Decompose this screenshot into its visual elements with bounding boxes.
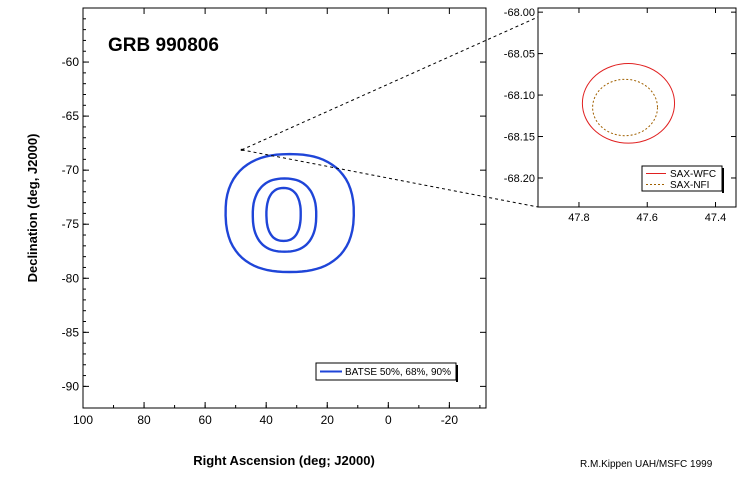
nfi-error-circle — [592, 78, 658, 137]
x-tick-label: 40 — [260, 413, 274, 427]
x-tick-label: 80 — [137, 413, 151, 427]
inset-legend: SAX-WFC SAX-NFI — [641, 165, 724, 193]
zoom-marker — [240, 148, 244, 151]
x-tick-label: 0 — [385, 413, 392, 427]
zoom-connectors — [240, 16, 539, 208]
y-tick-label: -80 — [62, 271, 80, 285]
y-tick-label: -65 — [62, 109, 80, 123]
inset-x-tick-label: 47.4 — [705, 212, 726, 224]
main-contours — [224, 152, 355, 274]
zoom-connector-top — [241, 16, 539, 151]
main-legend: BATSE 50%, 68%, 90% — [315, 362, 458, 382]
main-ticks: 100 80 60 40 20 0 -20 -60 -65 -70 -75 -80 -85 -90 — [62, 7, 486, 427]
contour-90pct — [224, 152, 355, 274]
main-legend-shadow — [456, 365, 458, 382]
inset-y-tick-label: -68.20 — [504, 173, 535, 185]
inset-plot: 47.8 47.6 47.4 -68.00 -68.05 -68.10 -68.15 -68.… — [504, 7, 737, 224]
inset-legend-shadow — [722, 168, 724, 193]
y-tick-label: -90 — [62, 379, 80, 393]
y-tick-label: -75 — [62, 217, 80, 231]
contour-68pct — [251, 177, 318, 253]
main-plot: 100 80 60 40 20 0 -20 -60 -65 -70 -75 -80 -85 -90 GRB… — [25, 7, 487, 468]
x-tick-label: 20 — [321, 413, 335, 427]
legend-label-batse: BATSE 50%, 68%, 90% — [345, 367, 451, 378]
zoom-connector-bottom — [241, 149, 539, 208]
contour-50pct — [265, 186, 302, 243]
credit-text: R.M.Kippen UAH/MSFC 1999 — [580, 459, 713, 470]
legend-label-nfi: SAX-NFI — [670, 180, 709, 191]
inset-y-tick-label: -68.00 — [504, 7, 535, 19]
y-tick-label: -85 — [62, 325, 80, 339]
inset-x-tick-label: 47.6 — [637, 212, 658, 224]
inset-ticks: 47.8 47.6 47.4 -68.00 -68.05 -68.10 -68.15 -68.… — [504, 7, 736, 224]
wfc-error-circle — [581, 63, 676, 144]
inset-contours — [581, 63, 676, 144]
x-axis-title: Right Ascension (deg; J2000) — [193, 453, 375, 468]
inset-y-tick-label: -68.10 — [504, 90, 535, 102]
legend-label-wfc: SAX-WFC — [670, 169, 716, 180]
y-tick-label: -70 — [62, 163, 80, 177]
y-tick-label: -60 — [62, 55, 80, 69]
y-axis-title: Declination (deg, J2000) — [25, 134, 40, 283]
x-tick-label: 60 — [198, 413, 212, 427]
inset-y-tick-label: -68.05 — [504, 49, 535, 61]
x-tick-label: -20 — [441, 413, 459, 427]
inset-x-tick-label: 47.8 — [568, 212, 589, 224]
chart-title: GRB 990806 — [108, 35, 219, 56]
main-plot-frame — [82, 7, 487, 409]
inset-y-tick-label: -68.15 — [504, 132, 535, 144]
x-tick-label: 100 — [73, 413, 93, 427]
inset-legend-box — [641, 165, 723, 192]
